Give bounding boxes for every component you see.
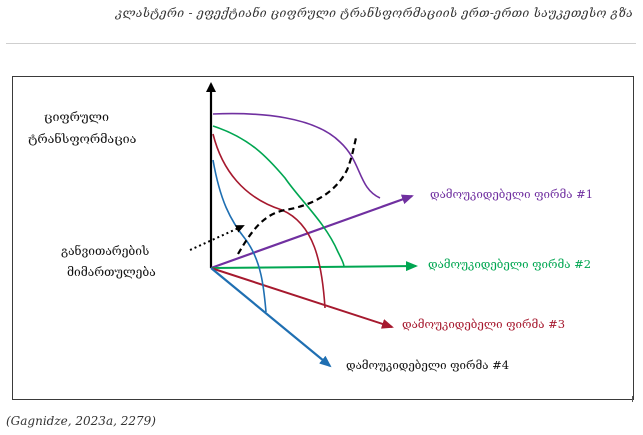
firm-4-curve bbox=[212, 159, 267, 313]
firm-1-axis bbox=[210, 194, 414, 270]
right-edge-tick bbox=[632, 396, 633, 402]
firm-3-axis bbox=[210, 267, 394, 329]
firm-2-curve bbox=[212, 125, 345, 268]
figure-frame bbox=[12, 76, 634, 400]
annotation-label-line-1: განვითარების bbox=[61, 243, 149, 258]
firm-4-label: დამოუკიდებელი ფირმა #4 bbox=[346, 358, 509, 372]
firm-2-label: დამოუკიდებელი ფირმა #2 bbox=[428, 257, 591, 271]
citation: (Gagnidze, 2023a, 2279) bbox=[6, 414, 156, 428]
annotation-pointer bbox=[189, 225, 245, 251]
firm-2-axis bbox=[210, 261, 418, 272]
firm-3-label: დამოუკიდებელი ფირმა #3 bbox=[402, 317, 565, 331]
header-title: კლასტერი - ეფექტიანი ციფრული ტრანსფორმაც… bbox=[115, 6, 633, 20]
firm-1-label: დამოუკიდებელი ფირმა #1 bbox=[430, 187, 593, 201]
development-path-curve bbox=[237, 137, 358, 255]
annotation-label-line-2: მიმართულება bbox=[67, 265, 156, 279]
firm-1-curve bbox=[212, 112, 381, 199]
firm-4-axis bbox=[210, 267, 332, 368]
y-axis-label-line-1: ციფრული bbox=[44, 109, 109, 124]
header-divider bbox=[6, 43, 636, 44]
y-axis-label-line-2: ტრანსფორმაცია bbox=[28, 131, 137, 146]
